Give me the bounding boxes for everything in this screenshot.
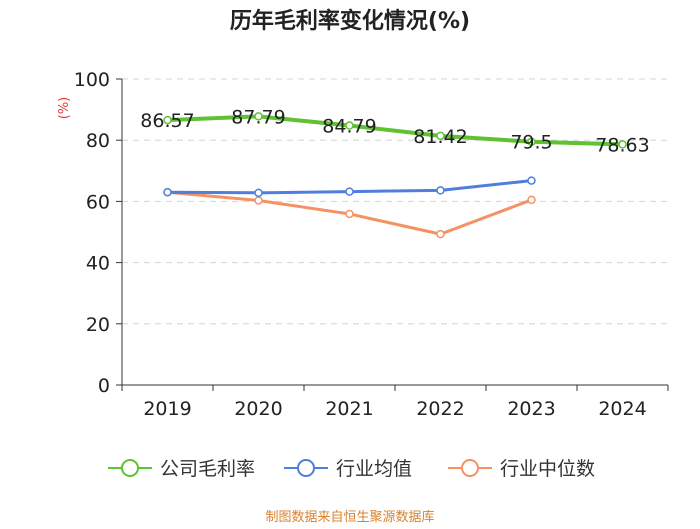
data-point-1[interactable] [254,188,263,198]
data-label: 78.63 [595,134,649,156]
legend-label: 行业中位数 [500,458,595,480]
series-line-0 [165,114,625,147]
data-point-1[interactable] [436,186,445,195]
x-tick-label: 2021 [325,398,373,420]
data-point-0[interactable] [254,112,263,121]
data-point-0[interactable] [618,140,627,149]
data-point-2[interactable] [345,209,354,219]
legend-marker [461,459,479,477]
data-label: 81.42 [413,126,467,148]
data-point-2[interactable] [254,196,263,205]
data-point-0[interactable] [345,121,354,130]
chart-title: 历年毛利率变化情况(%) [230,8,470,34]
legend-item-0[interactable]: 公司毛利率 [108,458,255,480]
y-tick-label: 0 [98,375,110,397]
y-tick-label: 40 [86,253,110,275]
y-axis-label: (%) [57,97,72,120]
x-tick-label: 2019 [143,398,191,420]
axes: 0 20 40 60 80 100 2019 2020 2021 2022 2023 2024 [74,69,669,420]
data-point-2[interactable] [527,195,536,205]
data-point-0[interactable] [527,137,536,146]
y-tick-label: 60 [86,191,110,213]
data-point-1[interactable] [163,187,172,197]
legend[interactable]: 公司毛利率 行业均值 行业中位数 [108,458,595,480]
data-label: 87.79 [231,106,285,128]
legend-label: 行业均值 [336,458,412,480]
legend-item-1[interactable]: 行业均值 [284,458,412,480]
series-layer [163,112,627,239]
grid-lines [122,78,668,325]
x-tick-label: 2024 [598,398,646,420]
data-point-0[interactable] [163,115,172,125]
legend-item-2[interactable]: 行业中位数 [448,458,595,480]
legend-label: 公司毛利率 [160,458,255,480]
source-note: 制图数据来自恒生聚源数据库 [265,509,434,525]
data-label: 84.79 [322,116,376,138]
data-labels: 86.57 87.79 84.79 81.42 79.5 78.63 [140,106,649,156]
y-tick-label: 20 [86,314,110,336]
x-tick-label: 2022 [416,398,464,420]
y-tick-label: 80 [86,130,110,152]
x-tick-label: 2020 [234,398,282,420]
legend-marker [121,459,139,477]
y-tick-label: 100 [74,69,110,91]
data-point-1[interactable] [345,187,354,196]
x-tick-label: 2023 [507,398,555,420]
data-point-2[interactable] [436,229,445,239]
legend-marker [297,459,315,477]
data-point-1[interactable] [527,176,536,185]
data-label: 79.5 [510,132,552,154]
data-point-0[interactable] [436,131,445,141]
data-label: 86.57 [140,110,194,132]
